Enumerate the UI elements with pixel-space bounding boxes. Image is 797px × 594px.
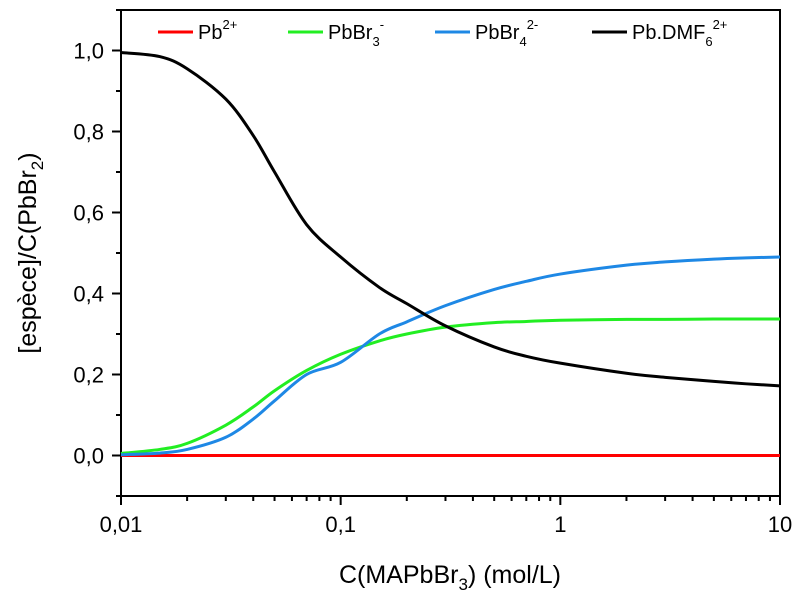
legend-item: Pb.DMF62+ xyxy=(592,17,727,49)
y-tick-label: 0,4 xyxy=(73,282,104,307)
y-tick-label: 0,6 xyxy=(73,201,104,226)
x-tick-label: 0,1 xyxy=(325,512,356,537)
y-axis-title: [espèce]/C(PbBr2) xyxy=(14,152,47,353)
legend-label: PbBr3- xyxy=(328,17,384,49)
tick-labels: 0,01 0,1 1 10 0,0 0,2 0,4 0,6 0,8 1,0 xyxy=(73,39,792,538)
legend-label: PbBr42- xyxy=(475,17,538,49)
legend-item: PbBr3- xyxy=(288,17,384,49)
axis-titles: C(MAPbBr3) (mol/L) [espèce]/C(PbBr2) xyxy=(14,152,561,594)
y-tick-label: 1,0 xyxy=(73,39,104,64)
legend-item: PbBr42- xyxy=(435,17,538,49)
x-tick-label: 0,01 xyxy=(100,512,143,537)
x-tick-label: 10 xyxy=(768,512,792,537)
legend-label: Pb.DMF62+ xyxy=(632,17,727,49)
series-pbbr3-line xyxy=(120,317,780,455)
y-tick-label: 0,8 xyxy=(73,120,104,145)
series-layer xyxy=(120,51,781,458)
series-pb-dmf6-line xyxy=(120,51,781,388)
y-tick-label: 0,2 xyxy=(73,363,104,388)
legend-item: Pb2+ xyxy=(158,17,237,44)
y-tick-label: 0,0 xyxy=(73,444,104,469)
legend: Pb2+ PbBr3- PbBr42- Pb.DMF62+ xyxy=(158,17,727,49)
plot-area xyxy=(120,9,781,497)
x-axis-title: C(MAPbBr3) (mol/L) xyxy=(339,561,561,594)
plot-frame xyxy=(120,9,781,497)
series-pbbr4-line xyxy=(120,255,781,457)
axis-ticks xyxy=(112,9,781,505)
x-tick-label: 1 xyxy=(554,512,566,537)
legend-label: Pb2+ xyxy=(198,17,237,44)
